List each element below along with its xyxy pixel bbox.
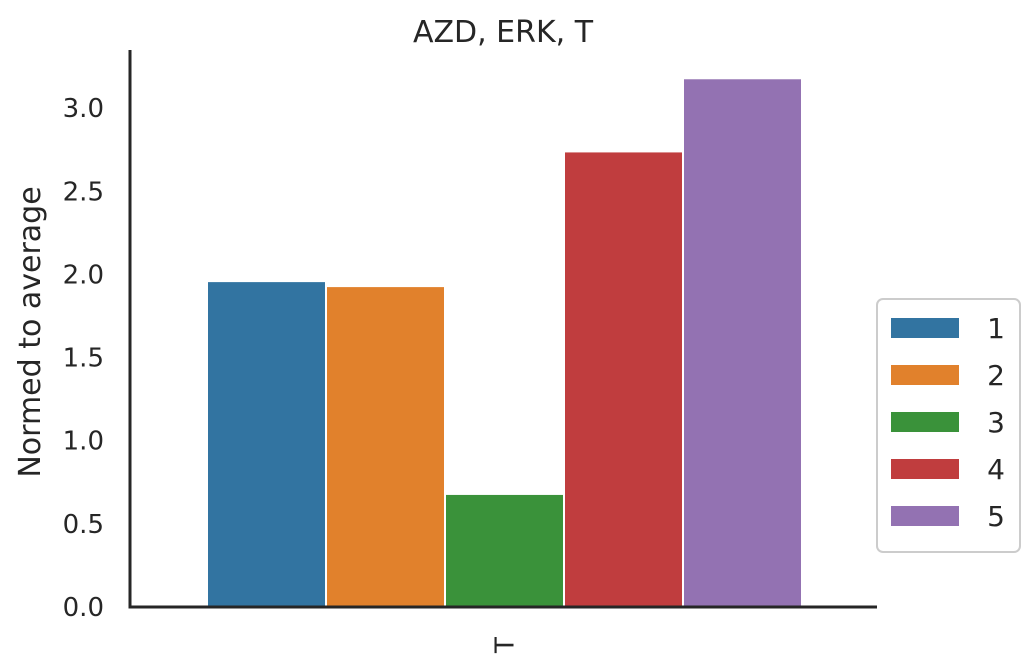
bars-group [206,77,803,608]
y-axis-label: Normed to average [13,186,48,477]
y-tick-label: 0.0 [63,593,104,623]
legend-swatch-4 [891,459,959,479]
legend-label: 4 [987,453,1005,486]
legend-label: 5 [987,500,1005,533]
legend: 1 2 3 4 5 [876,298,1021,553]
bar-series-5 [682,77,803,608]
y-tick-label: 1.5 [63,344,104,374]
y-tick-label: 2.0 [63,260,104,290]
y-tick-label: 1.0 [63,427,104,457]
y-axis: 0.0 0.5 1.0 1.5 2.0 2.5 3.0 [63,50,132,623]
y-tick-label: 3.0 [63,94,104,124]
legend-label: 3 [987,406,1005,439]
bar-series-3 [444,492,565,608]
legend-swatch-5 [891,506,959,526]
bar-series-1 [206,280,327,608]
y-tick-label: 2.5 [63,177,104,207]
y-tick-label: 0.5 [63,510,104,540]
legend-swatch-3 [891,412,959,432]
legend-swatch-2 [891,365,959,385]
legend-label: 1 [987,312,1005,345]
bar-series-2 [325,285,446,608]
x-axis: T [128,605,877,654]
chart-title: AZD, ERK, T [413,15,594,50]
legend-label: 2 [987,359,1005,392]
x-tick-label: T [491,637,521,654]
bar-series-4 [563,150,684,608]
legend-swatch-1 [891,318,959,338]
